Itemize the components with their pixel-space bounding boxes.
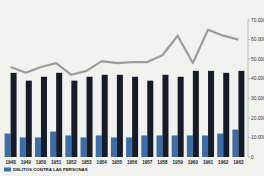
y-tick-label: 70.000 <box>251 18 264 23</box>
bar <box>87 77 93 157</box>
bar <box>117 75 123 157</box>
x-tick-label: 1948 <box>5 160 16 165</box>
bar <box>50 132 56 157</box>
background <box>0 0 264 176</box>
bar <box>65 135 71 157</box>
x-tick-label: 1955 <box>112 160 123 165</box>
bar <box>217 134 223 157</box>
bar <box>208 71 214 157</box>
y-axis <box>248 20 249 157</box>
bar <box>162 75 168 157</box>
bar <box>238 71 244 157</box>
y-tick <box>248 39 250 40</box>
x-tick-label: 1949 <box>21 160 32 165</box>
x-tick-label: 1961 <box>203 160 214 165</box>
bar <box>132 77 138 157</box>
bar <box>81 137 87 157</box>
x-tick-label: 1963 <box>233 160 244 165</box>
plot-area <box>5 30 245 157</box>
bar <box>172 135 178 157</box>
y-tick <box>248 78 250 79</box>
y-tick-label: 20.000 <box>251 116 264 121</box>
bar <box>126 137 132 157</box>
bar <box>20 137 26 157</box>
y-tick-label: 60.000 <box>251 37 264 42</box>
bar <box>147 81 153 157</box>
y-tick-label: 40.000 <box>251 76 264 81</box>
x-tick-label: 1962 <box>218 160 229 165</box>
x-tick-label: 1957 <box>142 160 153 165</box>
y-tick <box>248 20 250 21</box>
x-tick-label: 1953 <box>81 160 92 165</box>
x-tick-label: 1958 <box>157 160 168 165</box>
bar <box>11 73 17 157</box>
bar <box>26 81 32 157</box>
y-tick-label: 10.000 <box>251 135 264 140</box>
legend-label: DELITOS CONTRA LAS PERSONAS <box>13 167 88 172</box>
bar <box>111 137 117 157</box>
x-tick-label: 1952 <box>66 160 77 165</box>
y-tick-label: 0 <box>251 155 254 160</box>
bar <box>178 77 184 157</box>
y-tick <box>248 59 250 60</box>
x-tick-label: 1951 <box>51 160 62 165</box>
y-tick-label: 30.000 <box>251 96 264 101</box>
x-tick-label: 1956 <box>127 160 138 165</box>
bar <box>187 135 193 157</box>
bar <box>96 135 102 157</box>
bar <box>202 135 208 157</box>
y-tick-label: 50.000 <box>251 57 264 62</box>
bar <box>5 134 11 157</box>
x-tick-label: 1960 <box>188 160 199 165</box>
x-tick-label: 1954 <box>97 160 108 165</box>
y-tick <box>248 137 250 138</box>
x-tick-label: 1959 <box>173 160 184 165</box>
bar <box>41 77 47 157</box>
y-tick <box>248 117 250 118</box>
bar <box>35 137 41 157</box>
chart: 0 10.000 20.000 30.000 40.000 50.000 60.000 70.… <box>0 0 264 176</box>
x-tick-label: 1950 <box>36 160 47 165</box>
y-tick <box>248 98 250 99</box>
bar <box>56 73 62 157</box>
bar <box>71 81 77 157</box>
bar <box>141 135 147 157</box>
bar <box>156 135 162 157</box>
bar <box>232 130 238 157</box>
bar <box>193 71 199 157</box>
legend-swatch <box>4 168 11 172</box>
line <box>11 30 239 75</box>
bar <box>223 73 229 157</box>
bar <box>102 75 108 157</box>
y-tick <box>248 157 250 158</box>
